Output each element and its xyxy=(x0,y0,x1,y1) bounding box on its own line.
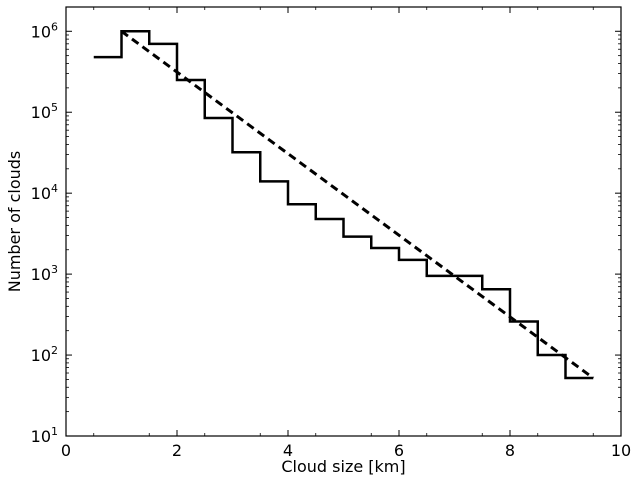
x-axis-label: Cloud size [km] xyxy=(281,457,405,476)
y-tick-label: 102 xyxy=(31,344,58,365)
x-tick-label: 2 xyxy=(172,441,182,460)
plot-area xyxy=(93,30,595,380)
x-tick-label: 6 xyxy=(394,441,404,460)
axes: 0 2 4 6 8 10 101 102 103 104 105 106 xyxy=(31,6,631,460)
x-tick-label: 10 xyxy=(611,441,631,460)
y-tick-label: 106 xyxy=(31,20,58,41)
x-tick-label: 0 xyxy=(61,441,71,460)
y-tick-label: 103 xyxy=(31,263,58,284)
y-axis-label: Number of clouds xyxy=(5,151,24,293)
y-tick-label: 101 xyxy=(31,425,58,446)
y-tick-label: 104 xyxy=(31,182,58,203)
x-tick-label: 4 xyxy=(283,441,293,460)
x-tick-label: 8 xyxy=(505,441,515,460)
histogram-series xyxy=(93,30,594,380)
y-tick-label: 105 xyxy=(31,101,58,122)
plot-frame xyxy=(65,6,622,437)
fit-line-series xyxy=(120,30,595,380)
